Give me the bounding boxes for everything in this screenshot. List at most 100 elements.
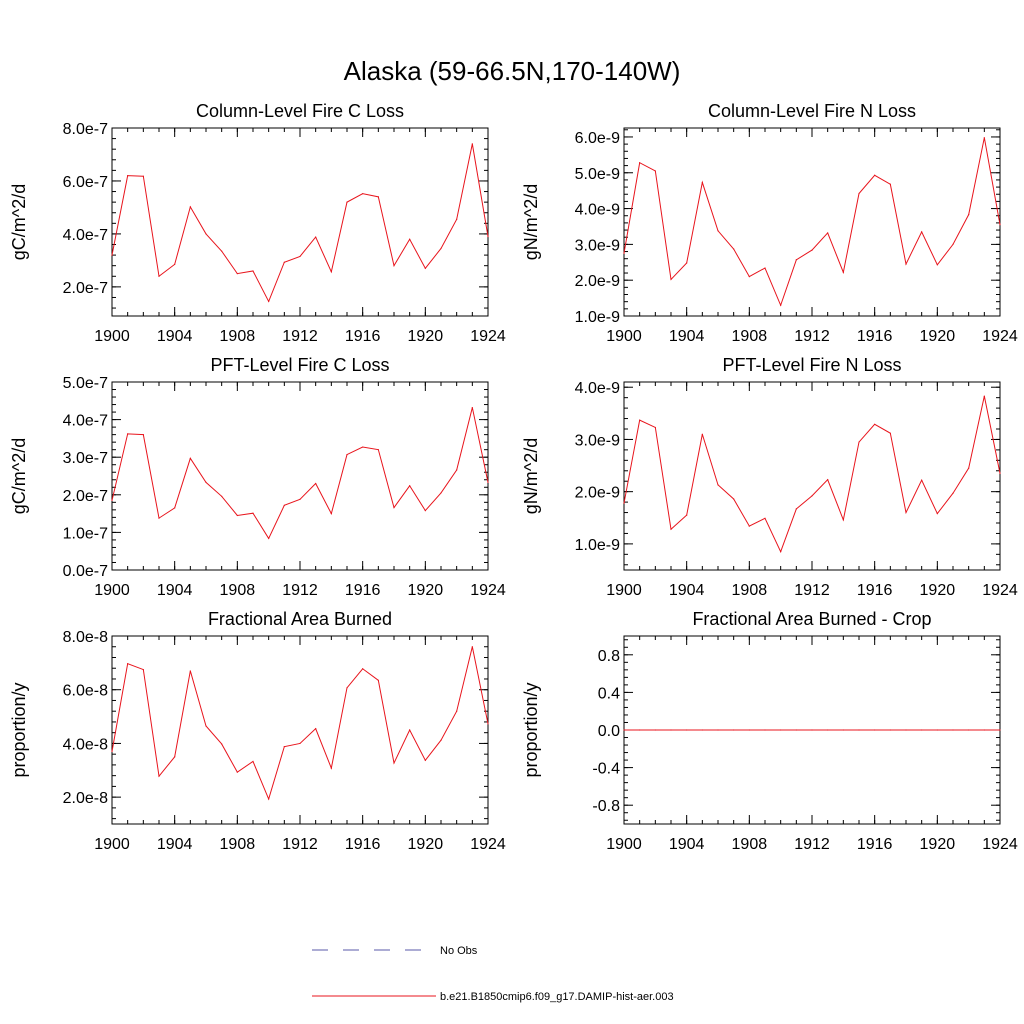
data-point [858,441,860,443]
data-point [268,798,270,800]
y-tick-label: -0.4 [592,761,620,778]
data-point [236,273,238,275]
panel-title: PFT-Level Fire N Loss [722,355,901,375]
data-point [315,728,317,730]
data-point [717,484,719,486]
data-point [623,729,625,731]
data-point [733,498,735,500]
data-point [283,746,285,748]
data-point [686,262,688,264]
y-tick-label: 3.0e-7 [63,450,108,467]
data-point [952,243,954,245]
plot-frame [623,381,1001,571]
x-tick-label: 1924 [470,836,506,853]
data-point [921,729,923,731]
data-point [456,710,458,712]
x-tick-label: 1924 [982,582,1018,599]
data-point [780,304,782,306]
y-tick-label: 8.0e-8 [63,629,108,646]
x-tick-label: 1908 [732,582,768,599]
data-point [268,300,270,303]
data-point [409,485,411,487]
y-tick-label: 3.0e-9 [575,237,620,254]
data-point [440,739,442,741]
data-point [111,750,113,753]
x-tick-label: 1904 [669,582,705,599]
data-point [874,423,876,425]
x-tick-label: 1920 [408,836,444,853]
x-tick-label: 1912 [282,836,318,853]
x-tick-label: 1900 [94,582,130,599]
data-point [999,224,1001,226]
series-line [111,646,489,801]
x-tick-label: 1904 [669,836,705,853]
figure-title: Alaska (59-66.5N,170-140W) [344,56,681,86]
data-point [983,395,985,397]
chart-panel-2: Column-Level Fire N Loss gN/m^2/d 1900 1904… [521,101,1018,345]
data-point [189,206,191,208]
x-tick-label: 1904 [157,582,193,599]
data-point [827,232,829,234]
x-tick-label: 1908 [220,836,256,853]
series-line [111,407,489,540]
data-point [377,679,379,681]
data-point [874,174,876,176]
y-tick-label: 2.0e-9 [575,485,620,502]
data-point [362,668,364,670]
x-tick-label: 1908 [732,836,768,853]
data-point [842,519,844,521]
data-point [174,263,176,265]
data-point [889,183,891,185]
x-tick-label: 1912 [282,582,318,599]
data-point [424,759,426,761]
data-point [377,196,379,198]
data-point [205,481,207,483]
y-tick-label: 2.0e-7 [63,488,108,505]
data-point [639,419,641,421]
x-tick-label: 1920 [920,582,956,599]
x-tick-label: 1920 [920,328,956,345]
data-point [654,729,656,731]
data-point [874,729,876,731]
x-tick-label: 1908 [732,328,768,345]
data-point [440,492,442,494]
data-point [968,729,970,731]
y-axis-title: gC/m^2/d [9,184,29,260]
x-tick-label: 1900 [94,328,130,345]
x-tick-label: 1916 [345,328,381,345]
data-point [487,235,489,238]
y-tick-label: 6.0e-9 [575,130,620,147]
data-point [921,231,923,233]
data-point [858,729,860,731]
y-axis-title: gC/m^2/d [9,438,29,514]
data-point [362,446,364,448]
x-tick-label: 1904 [157,328,193,345]
data-point [936,729,938,731]
data-point [346,687,348,689]
data-point [686,729,688,731]
data-point [471,406,473,409]
chart-panel-3: PFT-Level Fire C Loss gC/m^2/d 1900 1904 190… [9,355,506,599]
data-point [936,513,938,515]
data-point [670,278,672,281]
data-point [205,233,207,235]
data-point [983,137,985,139]
data-point [111,254,113,256]
data-point [456,218,458,220]
data-point [221,250,223,252]
data-point [330,271,332,273]
data-point [440,247,442,250]
x-tick-label: 1920 [408,582,444,599]
y-tick-label: 5.0e-9 [575,166,620,183]
y-axis-title: gN/m^2/d [521,438,541,514]
data-point [670,729,672,731]
data-point [315,482,317,485]
x-tick-label: 1904 [669,328,705,345]
panel-title: Fractional Area Burned - Crop [692,609,931,629]
data-point [905,729,907,731]
data-point [811,729,813,731]
data-point [205,725,207,727]
y-tick-label: 0.0e-7 [63,563,108,580]
data-point [936,264,938,266]
data-point [252,270,254,272]
